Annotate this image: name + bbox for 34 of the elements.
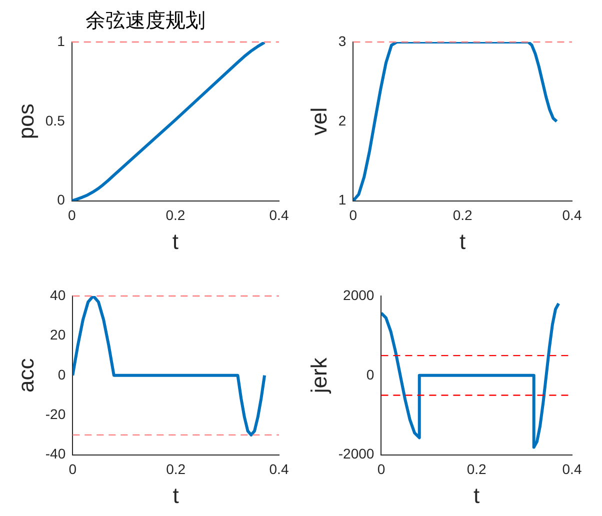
x-tick-label: 0.4: [269, 461, 289, 478]
x-axis-title: t: [460, 228, 466, 254]
y-tick-label: 1: [57, 32, 66, 49]
y-tick-label: 2: [338, 112, 346, 128]
x-tick-label: 0: [68, 207, 76, 224]
x-axis-title: t: [474, 482, 480, 508]
x-tick-label: 0.2: [452, 207, 473, 224]
x-tick-label: 0.2: [166, 461, 186, 478]
x-tick-label: 0: [377, 461, 386, 478]
y-tick-label: 40: [50, 286, 66, 303]
y-axis-title: acc: [13, 358, 38, 393]
x-tick-label: 0.4: [562, 207, 582, 224]
y-tick-label: 20: [50, 326, 66, 343]
y-axis-title: jerk: [306, 356, 332, 394]
y-tick-label: 1: [338, 192, 346, 208]
x-tick-label: 0.2: [166, 207, 186, 224]
y-axis-title: vel: [306, 107, 332, 136]
y-tick-label: -20: [45, 406, 66, 422]
y-tick-label: 0: [366, 366, 374, 382]
y-tick-label: 0: [57, 192, 66, 208]
x-axis-title: t: [172, 228, 178, 254]
y-tick-label: -40: [45, 446, 66, 462]
x-tick-label: 0.2: [466, 461, 487, 478]
y-tick-label: -2000: [338, 446, 374, 462]
x-tick-label: 0: [68, 461, 77, 478]
x-tick-label: 0.4: [562, 461, 582, 478]
x-axis-title: t: [172, 482, 179, 508]
y-tick-label: 2000: [343, 286, 374, 303]
y-tick-label: 0: [58, 366, 66, 382]
y-tick-label: 3: [338, 32, 346, 49]
y-tick-label: 0.5: [45, 112, 66, 128]
y-axis-title: pos: [13, 104, 38, 140]
x-tick-label: 0.4: [269, 207, 289, 224]
chart-title: 余弦速度规划: [86, 8, 206, 32]
